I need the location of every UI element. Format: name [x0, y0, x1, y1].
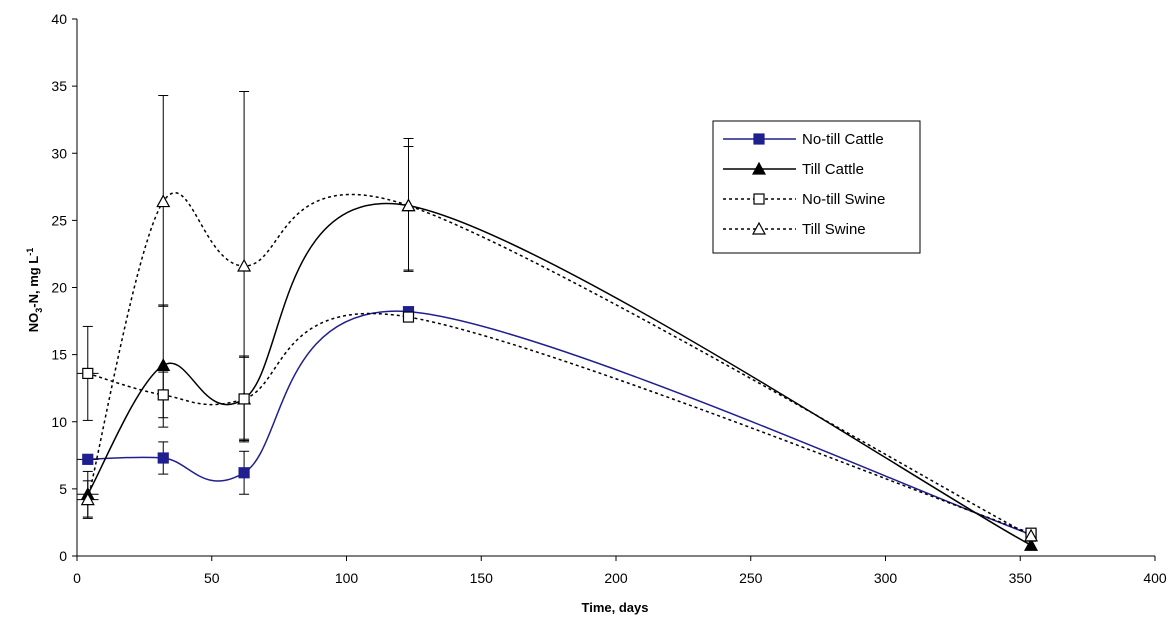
x-tick-label: 200 [604, 570, 628, 586]
no-till-swine-line [87, 312, 1032, 534]
no-till-swine-point [82, 367, 94, 380]
till-cattle-line [87, 202, 1032, 546]
data-markers [80, 194, 1039, 551]
till-cattle-point [156, 358, 171, 371]
legend: No-till Cattle Till Cattle No-till Swine Ti… [712, 120, 921, 254]
y-tick-label: 5 [59, 481, 67, 497]
y-tick-label: 40 [51, 11, 67, 27]
legend-item-till-swine: Till Swine [723, 221, 866, 238]
y-axis-ticks: 0 5 10 15 20 25 30 35 40 [51, 11, 77, 564]
legend-label: Till Swine [802, 221, 866, 238]
legend-item-till-cattle: Till Cattle [723, 161, 864, 178]
x-tick-label: 150 [470, 570, 494, 586]
legend-box [712, 120, 921, 254]
x-tick-label: 400 [1143, 570, 1167, 586]
legend-swatch-marker [753, 133, 765, 145]
no-till-swine-point [238, 393, 250, 405]
no-till-swine-point [402, 311, 415, 323]
y-tick-label: 10 [51, 414, 67, 430]
no-till-swine-point [157, 389, 169, 401]
till-swine-point [80, 492, 95, 506]
y-tick-label: 20 [51, 280, 67, 296]
till-swine-point [237, 258, 252, 272]
till-cattle-point [1024, 538, 1039, 551]
legend-label: Till Cattle [802, 161, 864, 178]
till-swine-point [401, 198, 416, 212]
legend-label: No-till Cattle [802, 131, 884, 148]
legend-swatch-marker [753, 193, 765, 205]
x-axis-title: Time, days [582, 600, 649, 615]
legend-item-no-till-cattle: No-till Cattle [723, 131, 884, 148]
legend-item-no-till-swine: No-till Swine [723, 191, 885, 208]
till-swine-line [87, 192, 1032, 537]
no-till-cattle-line [87, 310, 1032, 536]
till-swine-point [1024, 528, 1039, 542]
y-tick-label: 0 [59, 548, 67, 564]
y-tick-label: 15 [51, 347, 67, 363]
y-tick-label: 35 [51, 78, 67, 94]
no-till-cattle-point [82, 453, 94, 465]
axes [76, 19, 1155, 557]
x-tick-label: 50 [204, 570, 220, 586]
legend-swatch-marker [751, 221, 767, 235]
x-tick-label: 300 [874, 570, 898, 586]
y-axis-title: NO3-N, mg L-1 [25, 248, 44, 333]
y-tick-label: 30 [51, 145, 67, 161]
x-tick-label: 0 [73, 570, 81, 586]
till-swine-point [156, 194, 171, 208]
legend-label: No-till Swine [802, 191, 885, 208]
x-tick-label: 350 [1009, 570, 1033, 586]
no-till-cattle-point [238, 467, 250, 479]
x-axis-ticks: 0 50 100 150 200 250 300 350 400 [73, 556, 1167, 586]
legend-swatch-marker [751, 161, 767, 175]
x-tick-label: 250 [739, 570, 763, 586]
x-tick-label: 100 [335, 570, 359, 586]
no-till-cattle-point [157, 452, 169, 464]
y-tick-label: 25 [51, 212, 67, 228]
